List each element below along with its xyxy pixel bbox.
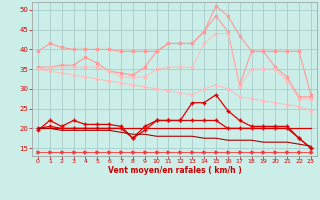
- X-axis label: Vent moyen/en rafales ( km/h ): Vent moyen/en rafales ( km/h ): [108, 166, 241, 175]
